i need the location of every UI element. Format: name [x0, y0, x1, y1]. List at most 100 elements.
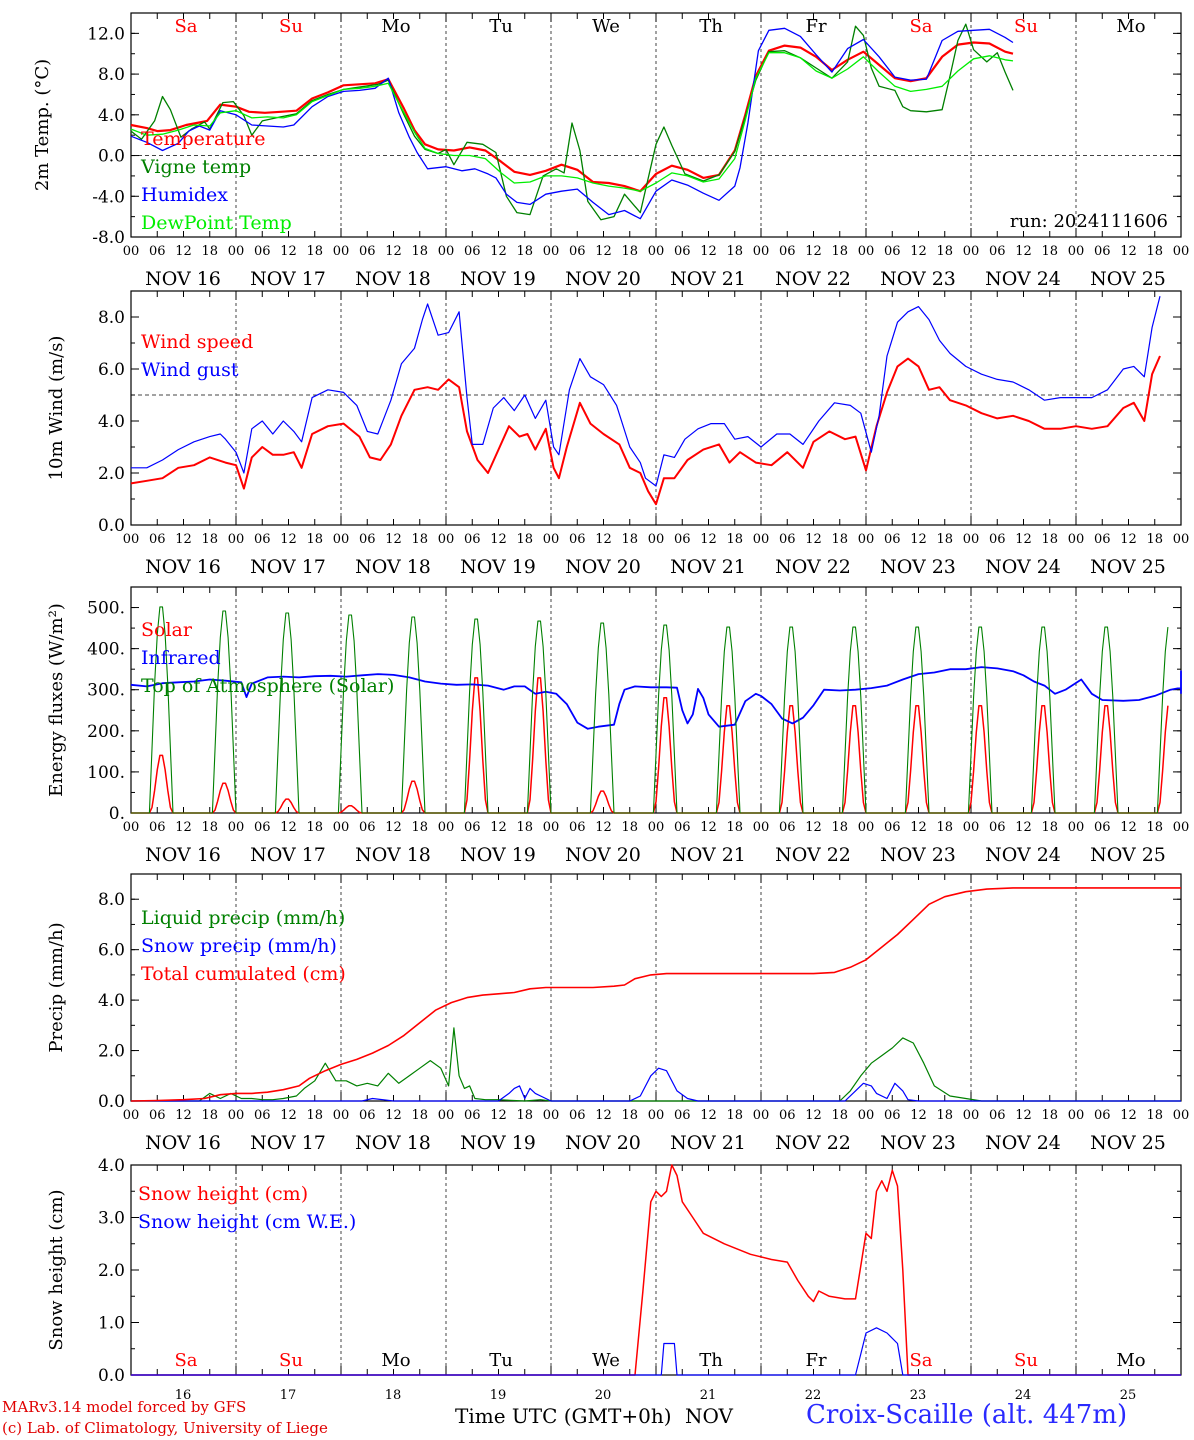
hour-tick-label: 18 [1146, 1108, 1163, 1123]
weekday-label: Fr [805, 16, 826, 37]
hour-tick-label: 12 [280, 532, 297, 547]
hour-tick-label: 12 [175, 532, 192, 547]
day-number-label: 16 [175, 1388, 192, 1403]
y-axis-label: Energy fluxes (W/m²) [46, 603, 67, 797]
weekday-label: Sa [174, 16, 197, 37]
hour-tick-label: 18 [306, 1108, 323, 1123]
hour-tick-label: 00 [963, 820, 980, 835]
hour-tick-label: 12 [490, 244, 507, 259]
hour-tick-label: 00 [753, 1108, 770, 1123]
hour-tick-label: 12 [385, 244, 402, 259]
hour-tick-label: 00 [333, 820, 350, 835]
y-tick-label: 2.0 [98, 464, 125, 484]
y-tick-label: 12.0 [87, 24, 125, 44]
hour-tick-label: 00 [648, 532, 665, 547]
day-number-label: 20 [595, 1388, 612, 1403]
hour-tick-label: 00 [753, 532, 770, 547]
hour-tick-label: 06 [989, 244, 1006, 259]
day-label: NOV 23 [880, 556, 956, 578]
series-line-wind-speed [130, 355, 1161, 506]
hour-tick-label: 00 [123, 532, 140, 547]
weekday-label: Sa [909, 1350, 932, 1371]
day-label: NOV 21 [670, 1132, 746, 1154]
series-line-snow-precip-mm-h- [131, 1067, 1181, 1102]
chart-panel-3: 0. 100. 200. 300. 400. 500. Energy fluxes (W/m… [46, 586, 1189, 866]
y-tick-label: 4.0 [98, 106, 125, 126]
hour-tick-label: 18 [726, 820, 743, 835]
hour-tick-label: 18 [306, 244, 323, 259]
hour-tick-label: 12 [1015, 244, 1032, 259]
hour-tick-label: 00 [333, 532, 350, 547]
day-label: NOV 19 [460, 268, 536, 290]
legend-entry: Total cumulated (cm) [141, 963, 346, 985]
legend-entry: Solar [141, 619, 193, 641]
y-tick-label: 0.0 [98, 1092, 125, 1112]
day-label: NOV 20 [565, 1132, 641, 1154]
hour-tick-label: 06 [884, 820, 901, 835]
hour-tick-label: 18 [516, 532, 533, 547]
y-axis-label: 10m Wind (m/s) [46, 336, 67, 481]
hour-tick-label: 00 [963, 244, 980, 259]
hour-tick-label: 06 [149, 244, 166, 259]
hour-tick-label: 18 [621, 244, 638, 259]
series-line-snow-height-cm- [131, 1164, 1181, 1376]
hour-tick-label: 06 [464, 532, 481, 547]
hour-tick-label: 12 [1120, 1108, 1137, 1123]
hour-tick-label: 18 [411, 820, 428, 835]
y-tick-label: 4.0 [98, 412, 125, 432]
hour-tick-label: 12 [490, 820, 507, 835]
weekday-label: Sa [174, 1350, 197, 1371]
chart-panel-4: 0.0 2.0 4.0 6.0 8.0 Precip (mm/h) 00 06 12 18 00 06… [46, 873, 1190, 1154]
hour-tick-label: 06 [359, 244, 376, 259]
hour-tick-label: 00 [858, 820, 875, 835]
hour-tick-label: 06 [884, 244, 901, 259]
y-tick-label: -8.0 [92, 228, 125, 248]
day-label: NOV 19 [460, 844, 536, 866]
legend-entry: Humidex [141, 184, 228, 206]
weekday-label: Tu [489, 16, 513, 37]
hour-tick-label: 06 [254, 244, 271, 259]
day-number-label: 22 [805, 1388, 822, 1403]
hour-tick-label: 00 [858, 244, 875, 259]
y-tick-label: 8.0 [98, 308, 125, 328]
hour-tick-label: 06 [779, 532, 796, 547]
hour-tick-label: 12 [490, 1108, 507, 1123]
hour-tick-label: 18 [831, 532, 848, 547]
hour-tick-label: 18 [1041, 820, 1058, 835]
hour-tick-label: 12 [805, 820, 822, 835]
y-tick-label: 2.0 [98, 1042, 125, 1062]
hour-tick-label: 18 [516, 1108, 533, 1123]
hour-tick-label: 06 [464, 820, 481, 835]
legend-entry: Temperature [141, 128, 265, 150]
hour-tick-label: 00 [228, 532, 245, 547]
chart-panel-1: -8.0 -4.0 0.0 4.0 8.0 12.0 2m Temp. (°C) 00 06 12… [32, 12, 1189, 290]
hour-tick-label: 06 [149, 532, 166, 547]
hour-tick-label: 00 [648, 1108, 665, 1123]
hour-tick-label: 12 [175, 820, 192, 835]
weekday-label: Th [699, 1350, 723, 1371]
hour-tick-label: 12 [595, 820, 612, 835]
day-label: NOV 21 [670, 844, 746, 866]
day-label: NOV 17 [250, 844, 326, 866]
day-label: NOV 25 [1090, 1132, 1166, 1154]
series-line-wind-gust [131, 296, 1161, 487]
weekday-label: Mo [1116, 16, 1145, 37]
hour-tick-label: 18 [411, 1108, 428, 1123]
day-label: NOV 25 [1090, 556, 1166, 578]
day-label: NOV 18 [355, 268, 431, 290]
y-tick-label: 4.0 [98, 1156, 125, 1176]
day-label: NOV 19 [460, 556, 536, 578]
series-line-solar [131, 677, 1169, 814]
hour-tick-label: 12 [700, 820, 717, 835]
hour-tick-label: 18 [1041, 1108, 1058, 1123]
hour-tick-label: 06 [254, 820, 271, 835]
hour-tick-label: 18 [831, 1108, 848, 1123]
series-line-snow-height-cm-w-e- [131, 1327, 1181, 1376]
hour-tick-label: 00 [1173, 1108, 1190, 1123]
day-label: NOV 24 [985, 1132, 1061, 1154]
hour-tick-label: 12 [910, 820, 927, 835]
hour-tick-label: 12 [175, 1108, 192, 1123]
hour-tick-label: 18 [1146, 244, 1163, 259]
hour-tick-label: 18 [1041, 244, 1058, 259]
